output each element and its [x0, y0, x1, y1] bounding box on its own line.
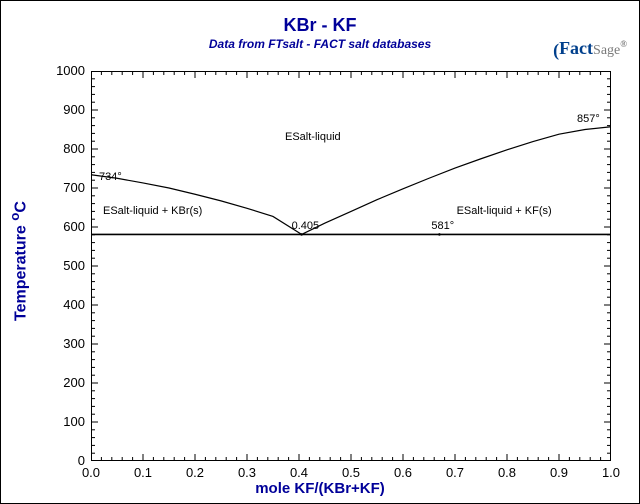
region-label: ESalt-liquid [285, 131, 341, 143]
y-tick-label: 100 [41, 414, 85, 429]
y-axis-label: Temperature oC [7, 201, 30, 321]
x-tick-label: 0.2 [178, 465, 212, 480]
x-tick-label: 0.9 [542, 465, 576, 480]
point-label: 734° [99, 171, 122, 183]
x-axis-label: mole KF/(KBr+KF) [1, 480, 639, 497]
x-tick-label: 0.7 [438, 465, 472, 480]
x-tick-label: 0.1 [126, 465, 160, 480]
y-tick-label: 500 [41, 258, 85, 273]
chart-subtitle: Data from FTsalt - FACT salt databases [1, 37, 639, 51]
point-label: 581° [431, 220, 454, 232]
region-label: ESalt-liquid + KBr(s) [103, 205, 202, 217]
figure: KBr - KF Data from FTsalt - FACT salt da… [0, 0, 640, 504]
y-tick-label: 400 [41, 297, 85, 312]
y-tick-label: 600 [41, 219, 85, 234]
plot-area [91, 71, 611, 461]
brand-sage: Sage [593, 43, 620, 58]
y-tick-label: 800 [41, 141, 85, 156]
brand-fact: Fact [559, 38, 593, 58]
x-tick-label: 0.4 [282, 465, 316, 480]
chart-title: KBr - KF [1, 15, 639, 36]
y-tick-label: 900 [41, 102, 85, 117]
y-tick-label: 1000 [41, 63, 85, 78]
x-tick-label: 0.6 [386, 465, 420, 480]
x-tick-label: 0.5 [334, 465, 368, 480]
y-tick-label: 300 [41, 336, 85, 351]
y-tick-label: 700 [41, 180, 85, 195]
x-tick-label: 0.3 [230, 465, 264, 480]
y-tick-label: 200 [41, 375, 85, 390]
region-label: ESalt-liquid + KF(s) [457, 205, 552, 217]
series-liquidus_right [302, 127, 611, 235]
brand-logo: (FactSage® [553, 39, 627, 58]
point-label: 0.405 [292, 220, 320, 232]
x-tick-label: 0.8 [490, 465, 524, 480]
y-tick-label: 0 [41, 453, 85, 468]
point-label: 857° [577, 113, 600, 125]
x-tick-label: 1.0 [594, 465, 628, 480]
